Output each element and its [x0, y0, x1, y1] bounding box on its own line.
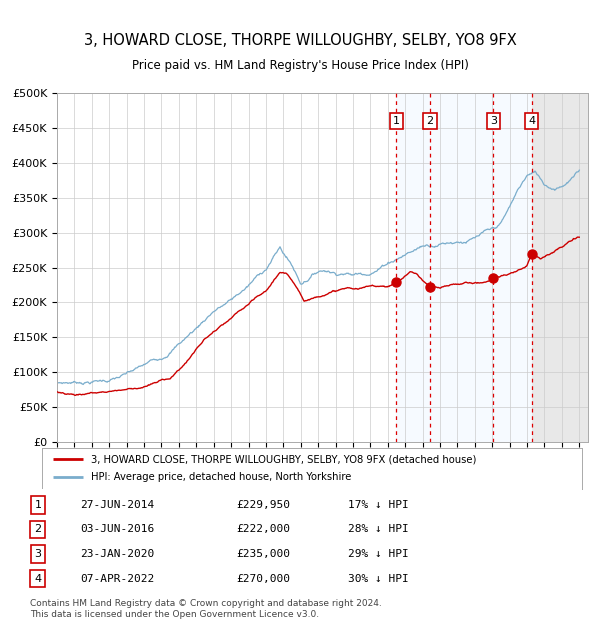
Text: 23-JAN-2020: 23-JAN-2020 — [80, 549, 154, 559]
Text: Price paid vs. HM Land Registry's House Price Index (HPI): Price paid vs. HM Land Registry's House … — [131, 59, 469, 71]
Text: 4: 4 — [34, 574, 41, 583]
Text: £222,000: £222,000 — [236, 525, 290, 534]
Text: 3: 3 — [34, 549, 41, 559]
Text: 2: 2 — [427, 116, 433, 126]
Text: £270,000: £270,000 — [236, 574, 290, 583]
Text: 3, HOWARD CLOSE, THORPE WILLOUGHBY, SELBY, YO8 9FX (detached house): 3, HOWARD CLOSE, THORPE WILLOUGHBY, SELB… — [91, 454, 476, 464]
Text: 30% ↓ HPI: 30% ↓ HPI — [347, 574, 409, 583]
Text: Contains HM Land Registry data © Crown copyright and database right 2024.: Contains HM Land Registry data © Crown c… — [30, 598, 382, 608]
Text: 07-APR-2022: 07-APR-2022 — [80, 574, 154, 583]
Text: 28% ↓ HPI: 28% ↓ HPI — [347, 525, 409, 534]
Text: 27-JUN-2014: 27-JUN-2014 — [80, 500, 154, 510]
Bar — [397, 93, 532, 442]
Text: 03-JUN-2016: 03-JUN-2016 — [80, 525, 154, 534]
Text: 4: 4 — [528, 116, 535, 126]
Text: 1: 1 — [393, 116, 400, 126]
Text: 3, HOWARD CLOSE, THORPE WILLOUGHBY, SELBY, YO8 9FX: 3, HOWARD CLOSE, THORPE WILLOUGHBY, SELB… — [83, 33, 517, 48]
Text: 1: 1 — [34, 500, 41, 510]
Text: 2: 2 — [34, 525, 41, 534]
Text: HPI: Average price, detached house, North Yorkshire: HPI: Average price, detached house, Nort… — [91, 472, 351, 482]
Text: £229,950: £229,950 — [236, 500, 290, 510]
Text: 29% ↓ HPI: 29% ↓ HPI — [347, 549, 409, 559]
Text: 3: 3 — [490, 116, 497, 126]
Text: This data is licensed under the Open Government Licence v3.0.: This data is licensed under the Open Gov… — [30, 610, 319, 619]
Text: £235,000: £235,000 — [236, 549, 290, 559]
Bar — [532, 93, 588, 442]
Bar — [532, 93, 588, 442]
Text: 17% ↓ HPI: 17% ↓ HPI — [347, 500, 409, 510]
